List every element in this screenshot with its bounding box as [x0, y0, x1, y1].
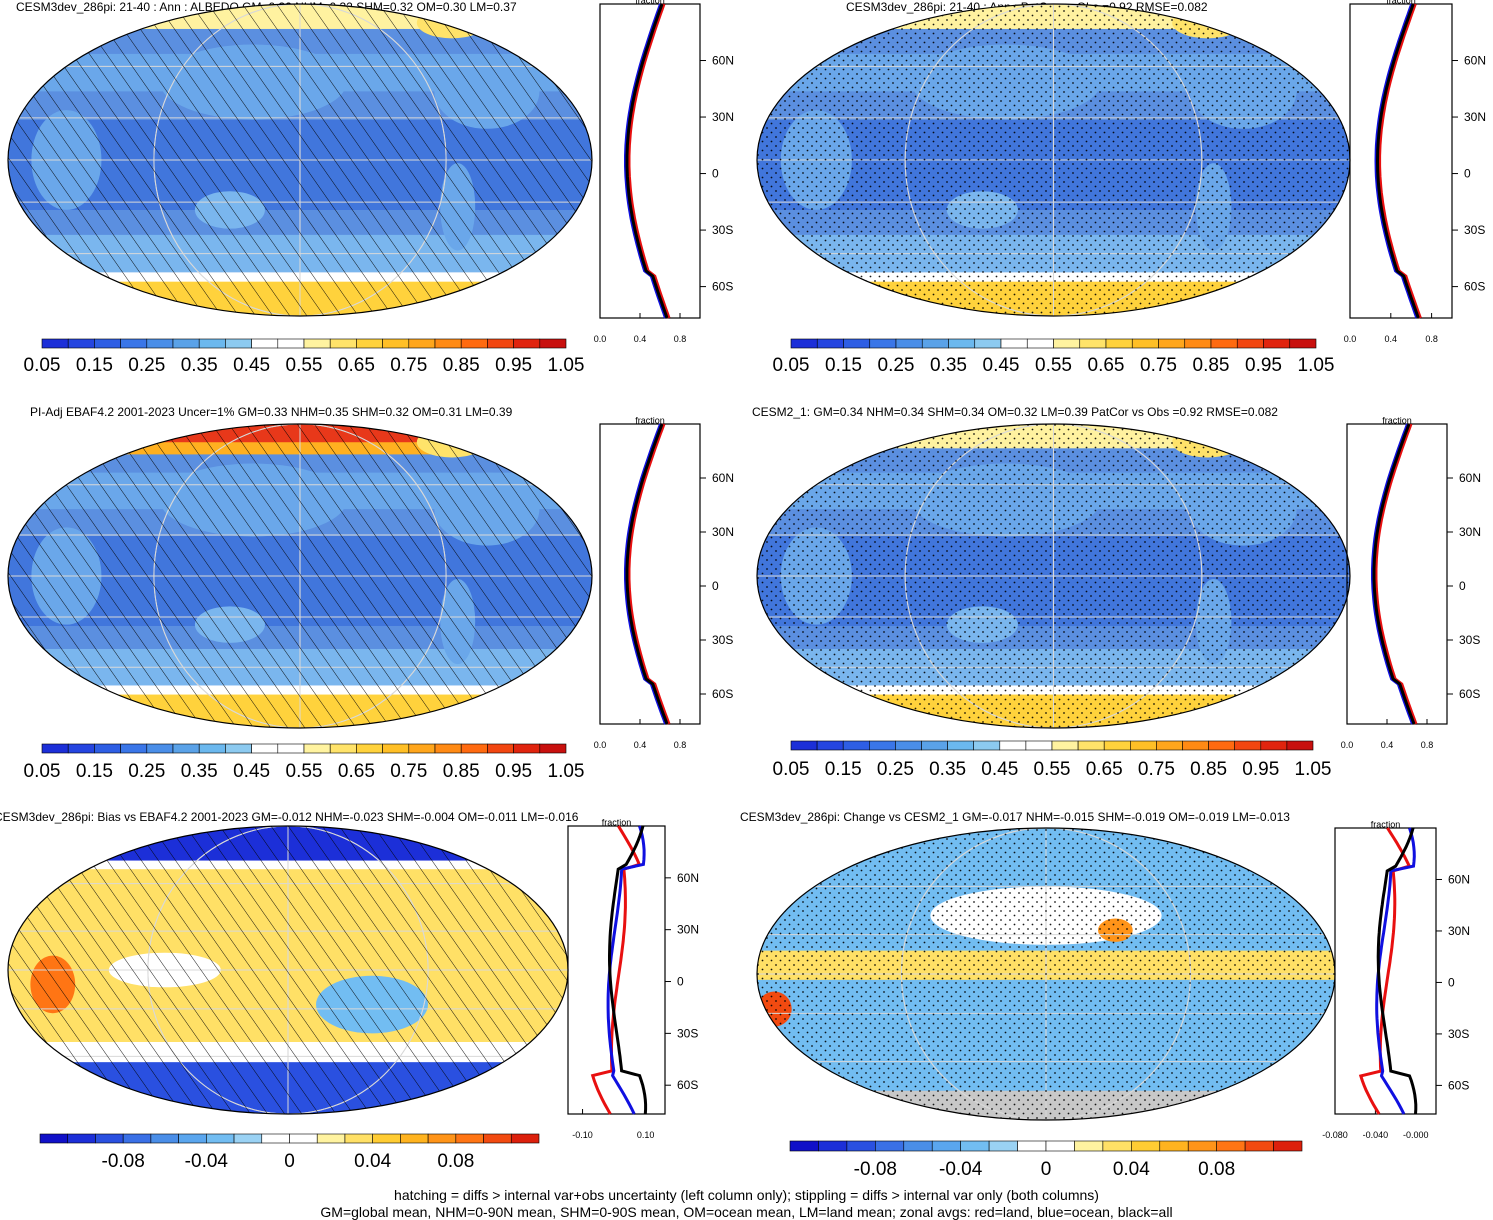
- footer-line-1: hatching = diffs > internal var+obs unce…: [0, 1187, 1493, 1203]
- panel-top-left: CESM3dev_286pi: 21-40 : Ann : ALBEDO GM=…: [0, 0, 746, 405]
- panel-top-right: CESM3dev_286pi: 21-40 : Ann : PatCor vs …: [746, 0, 1493, 405]
- panel-title: CESM2_1: GM=0.34 NHM=0.34 SHM=0.34 OM=0.…: [752, 405, 1278, 419]
- panel-bottom-right: CESM3dev_286pi: Change vs CESM2_1 GM=-0.…: [746, 810, 1493, 1185]
- panel-bottom-left: CESM3dev_286pi: Bias vs EBAF4.2 2001-202…: [0, 810, 746, 1185]
- panel-mid-left: PI-Adj EBAF4.2 2001-2023 Uncer=1% GM=0.3…: [0, 405, 746, 810]
- panel-title: PI-Adj EBAF4.2 2001-2023 Uncer=1% GM=0.3…: [30, 405, 512, 419]
- panel-title: CESM3dev_286pi: Bias vs EBAF4.2 2001-202…: [0, 810, 578, 824]
- panel-title: CESM3dev_286pi: Change vs CESM2_1 GM=-0.…: [740, 810, 1290, 824]
- panel-title: CESM3dev_286pi: 21-40 : Ann : PatCor vs …: [846, 0, 1208, 14]
- panel-mid-right: CESM2_1: GM=0.34 NHM=0.34 SHM=0.34 OM=0.…: [746, 405, 1493, 810]
- panel-title: CESM3dev_286pi: 21-40 : Ann : ALBEDO GM=…: [16, 0, 517, 14]
